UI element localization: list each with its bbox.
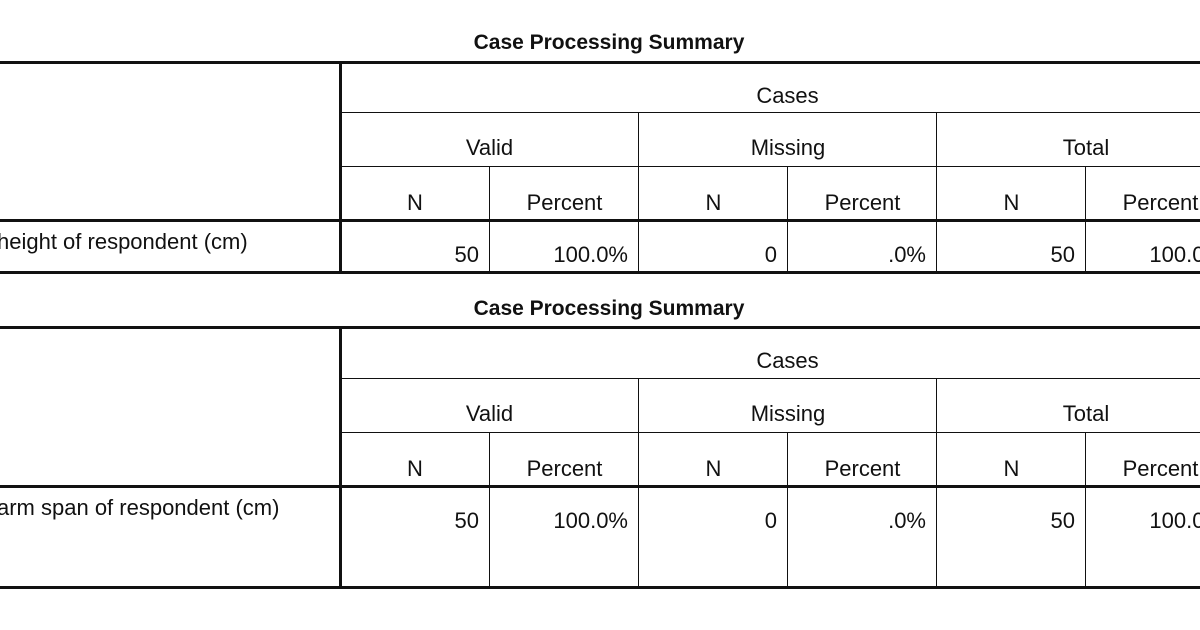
row-label: arm span of respondent (cm) [0,495,280,520]
column-header: Percent [1122,190,1199,215]
rule [489,166,490,272]
rule [340,112,1200,113]
rule [340,378,1200,379]
subgroup-header: Missing [750,135,826,160]
rule [638,112,639,272]
column-header: N [705,190,722,215]
rule [1085,432,1086,587]
cell: 100.0% [553,508,628,533]
cell: 0 [764,508,777,533]
rule [787,166,788,272]
subgroup-header: Total [1062,401,1110,426]
rule [340,432,1200,433]
column-header: Percent [526,456,603,481]
rule [638,378,639,587]
table-title: Case Processing Summary [473,31,745,54]
group-header: Cases [756,348,819,373]
rule [0,326,1200,329]
cell: 50 [454,508,479,533]
rule [0,485,1200,488]
column-header: N [407,456,423,481]
rule [1085,166,1086,272]
cell: 100.0% [553,242,628,267]
subgroup-header: Valid [465,401,514,426]
cell: 100.0% [1149,242,1200,267]
rule [787,432,788,587]
column-header: N [407,190,423,215]
subgroup-header: Missing [750,401,826,426]
column-header: N [1003,456,1020,481]
rule [0,61,1200,64]
cell: 100.0% [1149,508,1200,533]
subgroup-header: Total [1062,135,1110,160]
cell: .0% [888,508,926,533]
column-header: N [1003,190,1020,215]
column-header: N [705,456,722,481]
rule [0,586,1200,589]
cell: .0% [888,242,926,267]
table-title: Case Processing Summary [473,297,745,320]
rule [339,327,342,587]
rule [936,112,937,272]
group-header: Cases [756,83,819,108]
subgroup-header: Valid [465,135,514,160]
row-label: height of respondent (cm) [0,229,248,254]
rule [489,432,490,587]
column-header: Percent [824,456,901,481]
column-header: Percent [526,190,603,215]
rule [340,166,1200,167]
column-header: Percent [1122,456,1199,481]
cell: 0 [764,242,777,267]
cell: 50 [454,242,479,267]
rule [339,62,342,272]
cell: 50 [1050,242,1075,267]
column-header: Percent [824,190,901,215]
rule [0,271,1200,274]
rule [0,219,1200,222]
cell: 50 [1050,508,1075,533]
rule [936,378,937,587]
